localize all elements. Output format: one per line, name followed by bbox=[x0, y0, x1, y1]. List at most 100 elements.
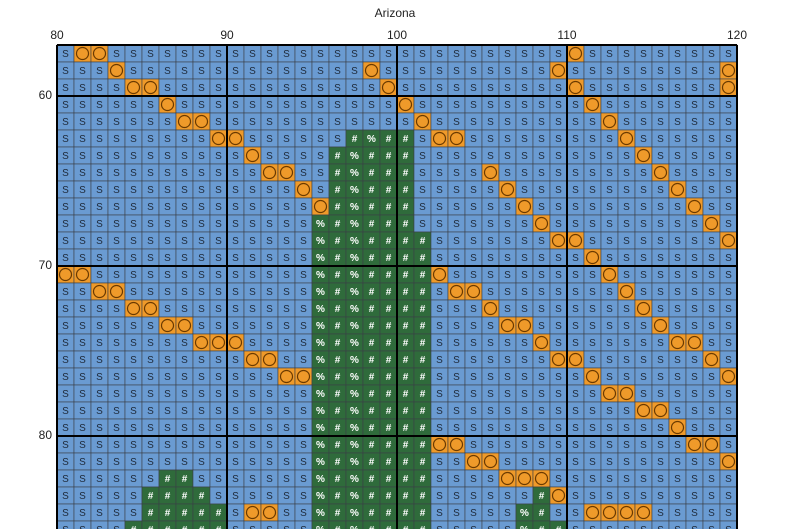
stitch-symbol: S bbox=[266, 185, 273, 196]
stitch-symbol: S bbox=[453, 151, 460, 162]
stitch-symbol: S bbox=[470, 355, 477, 366]
stitch-symbol: S bbox=[232, 321, 239, 332]
stitch-symbol: S bbox=[674, 49, 681, 60]
stitch-symbol: S bbox=[96, 236, 103, 247]
stitch-symbol: S bbox=[555, 457, 562, 468]
stitch-symbol: S bbox=[521, 372, 528, 383]
stitch-symbol: S bbox=[453, 117, 460, 128]
stitch-symbol: S bbox=[487, 134, 494, 145]
stitch-circle bbox=[517, 471, 532, 486]
stitch-symbol: S bbox=[147, 423, 154, 434]
stitch-symbol: # bbox=[182, 474, 188, 485]
stitch-symbol: S bbox=[487, 117, 494, 128]
stitch-symbol: # bbox=[369, 508, 375, 519]
stitch-symbol: S bbox=[589, 525, 596, 529]
stitch-symbol: S bbox=[674, 389, 681, 400]
stitch-symbol: S bbox=[181, 304, 188, 315]
stitch-symbol: S bbox=[113, 270, 120, 281]
stitch-symbol: S bbox=[589, 389, 596, 400]
stitch-symbol: S bbox=[657, 372, 664, 383]
stitch-symbol: S bbox=[470, 474, 477, 485]
stitch-symbol: S bbox=[538, 321, 545, 332]
stitch-symbol: S bbox=[79, 117, 86, 128]
stitch-symbol: S bbox=[606, 338, 613, 349]
stitch-symbol: S bbox=[300, 202, 307, 213]
stitch-symbol: S bbox=[623, 202, 630, 213]
stitch-symbol: S bbox=[487, 440, 494, 451]
stitch-symbol: # bbox=[369, 185, 375, 196]
stitch-symbol: # bbox=[369, 151, 375, 162]
stitch-symbol: S bbox=[623, 355, 630, 366]
stitch-symbol: S bbox=[674, 236, 681, 247]
stitch-symbol: S bbox=[504, 406, 511, 417]
stitch-circle bbox=[211, 131, 226, 146]
stitch-symbol: S bbox=[555, 202, 562, 213]
stitch-symbol: S bbox=[606, 83, 613, 94]
stitch-symbol: S bbox=[691, 66, 698, 77]
stitch-symbol: S bbox=[640, 423, 647, 434]
stitch-circle bbox=[194, 114, 209, 129]
stitch-symbol: S bbox=[198, 457, 205, 468]
stitch-symbol: S bbox=[504, 66, 511, 77]
stitch-symbol: S bbox=[130, 236, 137, 247]
stitch-symbol: S bbox=[538, 134, 545, 145]
stitch-symbol: S bbox=[113, 304, 120, 315]
stitch-symbol: S bbox=[266, 406, 273, 417]
stitch-symbol: # bbox=[403, 134, 409, 145]
stitch-symbol: S bbox=[453, 338, 460, 349]
stitch-circle bbox=[109, 63, 124, 78]
stitch-symbol: # bbox=[403, 372, 409, 383]
stitch-symbol: S bbox=[538, 423, 545, 434]
stitch-symbol: S bbox=[572, 151, 579, 162]
stitch-symbol: S bbox=[674, 304, 681, 315]
stitch-symbol: S bbox=[62, 49, 69, 60]
stitch-symbol: # bbox=[403, 457, 409, 468]
stitch-symbol: S bbox=[640, 236, 647, 247]
stitch-symbol: S bbox=[572, 321, 579, 332]
stitch-symbol: S bbox=[113, 525, 120, 529]
stitch-symbol: S bbox=[691, 185, 698, 196]
stitch-symbol: S bbox=[436, 474, 443, 485]
stitch-symbol: S bbox=[130, 219, 137, 230]
stitch-symbol: S bbox=[113, 321, 120, 332]
stitch-symbol: S bbox=[164, 372, 171, 383]
stitch-symbol: S bbox=[113, 134, 120, 145]
stitch-symbol: S bbox=[215, 168, 222, 179]
stitch-symbol: S bbox=[215, 236, 222, 247]
stitch-symbol: S bbox=[436, 236, 443, 247]
stitch-symbol: S bbox=[453, 219, 460, 230]
stitch-symbol: S bbox=[232, 508, 239, 519]
stitch-symbol: S bbox=[555, 372, 562, 383]
stitch-symbol: # bbox=[335, 338, 341, 349]
stitch-symbol: S bbox=[215, 321, 222, 332]
stitch-symbol: S bbox=[521, 440, 528, 451]
stitch-symbol: S bbox=[198, 83, 205, 94]
stitch-symbol: S bbox=[249, 83, 256, 94]
stitch-symbol: S bbox=[215, 202, 222, 213]
column-label: 120 bbox=[727, 28, 747, 42]
stitch-symbol: # bbox=[403, 202, 409, 213]
stitch-circle bbox=[109, 284, 124, 299]
stitch-symbol: S bbox=[215, 151, 222, 162]
stitch-symbol: S bbox=[521, 423, 528, 434]
stitch-symbol: S bbox=[402, 49, 409, 60]
stitch-symbol: S bbox=[79, 406, 86, 417]
stitch-symbol: S bbox=[79, 389, 86, 400]
stitch-symbol: S bbox=[266, 372, 273, 383]
stitch-symbol: % bbox=[316, 355, 325, 366]
stitch-symbol: S bbox=[215, 49, 222, 60]
stitch-symbol: S bbox=[79, 236, 86, 247]
stitch-symbol: S bbox=[504, 236, 511, 247]
stitch-symbol: S bbox=[470, 236, 477, 247]
stitch-symbol: S bbox=[164, 83, 171, 94]
stitch-symbol: S bbox=[130, 457, 137, 468]
stitch-symbol: S bbox=[232, 219, 239, 230]
stitch-symbol: # bbox=[420, 270, 426, 281]
stitch-symbol: # bbox=[369, 355, 375, 366]
stitch-symbol: # bbox=[216, 508, 222, 519]
stitch-symbol: # bbox=[335, 491, 341, 502]
stitch-symbol: # bbox=[403, 304, 409, 315]
stitch-symbol: S bbox=[300, 134, 307, 145]
stitch-symbol: S bbox=[538, 372, 545, 383]
stitch-symbol: S bbox=[436, 151, 443, 162]
